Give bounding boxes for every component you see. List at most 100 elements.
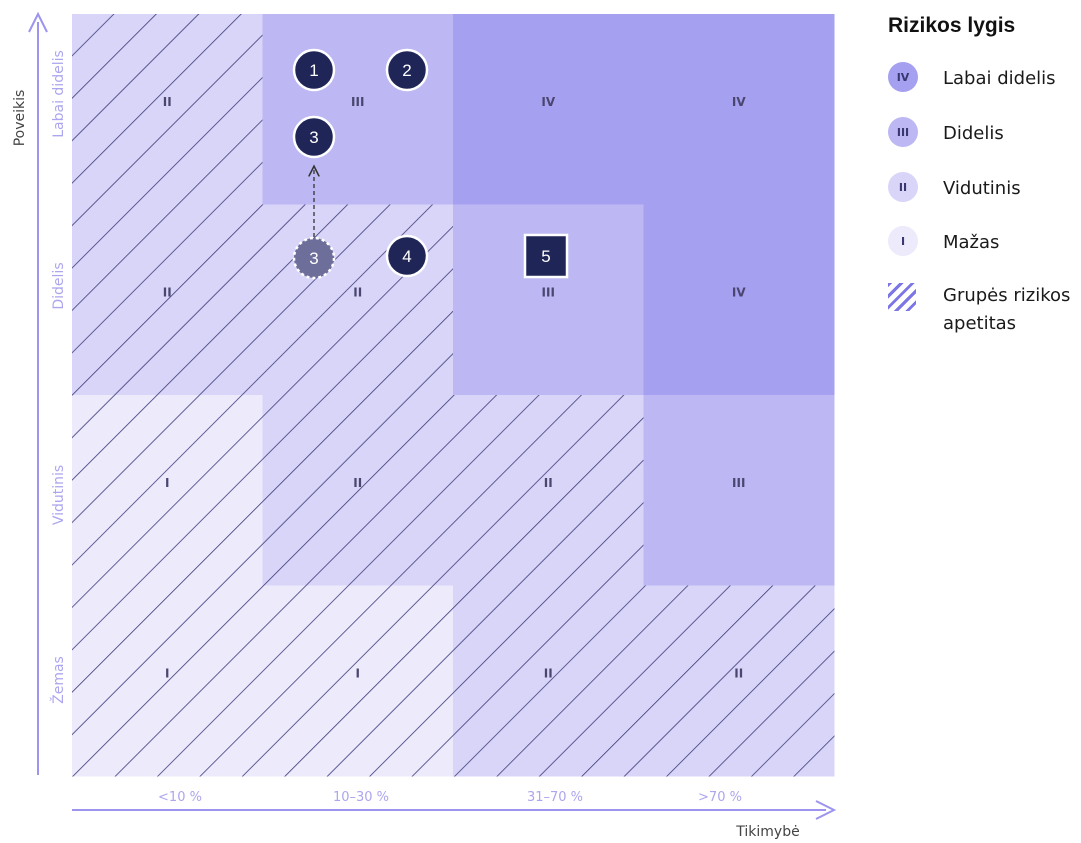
cell-background	[643, 395, 835, 586]
legend-item: III Didelis	[888, 117, 1081, 147]
y-axis-label: Labai didelis	[51, 50, 67, 138]
matrix-cell: II	[262, 204, 454, 396]
cell-background	[453, 14, 644, 205]
risk-appetite-hatch	[643, 585, 835, 777]
cell-level-label: IV	[732, 286, 746, 300]
matrix-cell: III	[262, 14, 454, 205]
cell-level-label: IV	[732, 95, 746, 109]
matrix-cell: III	[643, 395, 835, 586]
risk-marker-5: 5	[523, 233, 569, 279]
matrix-cell: III	[453, 204, 644, 396]
cell-level-label: I	[356, 667, 360, 681]
marker-shape	[385, 48, 429, 92]
risk-marker-1: 1	[292, 48, 336, 92]
marker-shape	[523, 233, 569, 279]
cell-background	[643, 204, 835, 396]
marker-shape	[292, 48, 336, 92]
matrix-cell: II	[72, 204, 263, 396]
risk-appetite-hatch	[262, 204, 454, 396]
risk-marker-2: 2	[385, 48, 429, 92]
legend-item: Grupės rizikos apetitas	[888, 283, 1081, 334]
legend-item: II Vidutinis	[888, 172, 1081, 202]
risk-appetite-hatch	[262, 585, 454, 777]
legend-item: I Mažas	[888, 226, 1081, 256]
risk-appetite-hatch	[262, 395, 454, 586]
legend-level-swatch: IV	[888, 62, 918, 92]
risk-appetite-hatch	[72, 585, 263, 777]
matrix-cell: II	[453, 395, 644, 586]
cell-level-label: II	[734, 667, 743, 681]
matrix-cell: I	[72, 395, 263, 586]
legend-level-swatch: III	[888, 117, 918, 147]
cell-level-label: IV	[541, 95, 555, 109]
cell-level-label: III	[732, 476, 745, 490]
risk-markers: 1 2 3 3 4 5	[292, 48, 569, 280]
x-axis-label: 10–30 %	[333, 790, 389, 805]
x-axis-label: 31–70 %	[527, 790, 583, 805]
matrix-cell: I	[72, 585, 263, 777]
y-axis-labels: Labai didelis Didelis Vidutinis Žemas	[49, 50, 67, 704]
matrix-cell: IV	[453, 14, 644, 205]
x-axis-labels: <10 % 10–30 % 31–70 % >70 %	[158, 790, 742, 805]
matrix-cell: II	[72, 14, 263, 205]
cell-level-label: II	[544, 667, 553, 681]
legend-label: Mažas	[943, 232, 1000, 253]
cell-level-label: III	[351, 95, 364, 109]
y-axis-label: Vidutinis	[51, 465, 67, 525]
risk-appetite-hatch	[72, 204, 263, 396]
x-axis-label: >70 %	[698, 790, 742, 805]
marker-shape	[385, 234, 429, 278]
matrix-cell: I	[262, 585, 454, 777]
legend-level-swatch: I	[888, 226, 918, 256]
cell-level-label: I	[165, 476, 169, 490]
risk-appetite-hatch	[72, 395, 263, 586]
cell-level-label: I	[165, 667, 169, 681]
risk-marker-4: 4	[385, 234, 429, 278]
risk-appetite-hatch	[72, 14, 263, 205]
cell-level-label: III	[542, 286, 555, 300]
x-axis-title: Tikimybė	[735, 824, 799, 840]
legend-label: Didelis	[943, 123, 1004, 144]
legend-item: IV Labai didelis	[888, 62, 1081, 92]
legend-label: Vidutinis	[943, 178, 1021, 199]
cell-level-label: II	[353, 286, 362, 300]
legend-hatch-swatch	[888, 283, 916, 311]
x-axis	[72, 800, 837, 820]
matrix-cell: II	[643, 585, 835, 777]
risk-marker-3: 3	[292, 115, 336, 159]
y-axis-label: Didelis	[51, 262, 67, 309]
cell-background	[643, 14, 835, 205]
matrix-cell: IV	[643, 14, 835, 205]
legend-level-swatch: II	[888, 172, 918, 202]
legend-label: Grupės rizikos apetitas	[943, 285, 1071, 334]
marker-label: 4	[402, 247, 411, 266]
marker-label: 3	[309, 128, 318, 147]
matrix-cell: II	[453, 585, 644, 777]
matrix-cell: II	[262, 395, 454, 586]
cell-level-label: II	[163, 95, 172, 109]
legend-title: Rizikos lygis	[888, 14, 1016, 37]
y-axis-label: Žemas	[49, 656, 67, 704]
cell-background	[262, 14, 454, 205]
marker-shape	[292, 115, 336, 159]
matrix-cell: IV	[643, 204, 835, 396]
marker-label: 1	[309, 61, 318, 80]
cell-level-label: II	[163, 286, 172, 300]
cell-level-label: II	[544, 476, 553, 490]
marker-label: 5	[541, 247, 550, 266]
risk-marker-3: 3	[292, 236, 336, 280]
marker-label: 2	[402, 61, 411, 80]
risk-appetite-hatch	[453, 585, 644, 777]
marker-shape	[292, 236, 336, 280]
y-axis	[28, 11, 48, 775]
marker-label: 3	[309, 249, 318, 268]
cell-level-label: II	[353, 476, 362, 490]
legend: Rizikos lygis	[888, 14, 1078, 38]
x-axis-label: <10 %	[158, 790, 202, 805]
risk-appetite-hatch	[453, 395, 644, 586]
cell-background	[453, 204, 644, 396]
y-axis-title: Poveikis	[12, 90, 28, 147]
legend-label: Labai didelis	[943, 68, 1056, 89]
